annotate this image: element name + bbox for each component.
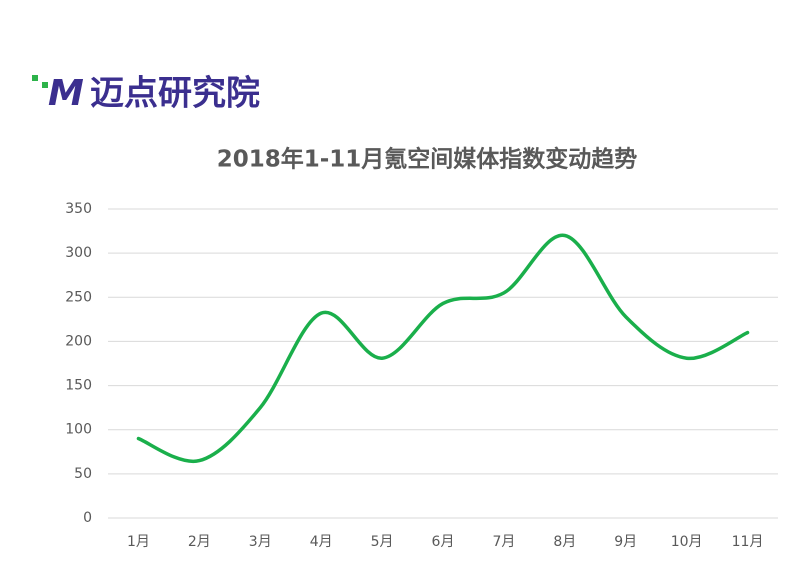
x-tick-label: 1月 <box>127 534 150 550</box>
logo-dot <box>32 75 38 81</box>
x-tick-label: 7月 <box>492 534 515 550</box>
x-tick-label: 5月 <box>371 534 394 550</box>
y-tick-label: 350 <box>65 201 92 217</box>
y-tick-label: 250 <box>65 289 92 305</box>
x-tick-label: 2月 <box>188 534 211 550</box>
x-tick-label: 3月 <box>249 534 272 550</box>
chart-title: 2018年1-11月氪空间媒体指数变动趋势 <box>217 146 638 173</box>
y-tick-label: 0 <box>83 510 92 526</box>
y-tick-label: 150 <box>65 378 92 394</box>
x-tick-label: 9月 <box>614 534 637 550</box>
x-tick-label: 10月 <box>671 534 703 550</box>
y-tick-label: 50 <box>74 466 92 482</box>
logo: M 迈点研究院 <box>32 73 260 114</box>
logo-mark: M <box>48 73 84 114</box>
logo-text: 迈点研究院 <box>90 74 260 114</box>
line <box>136 233 750 464</box>
y-tick-label: 100 <box>65 422 92 438</box>
x-tick-label: 6月 <box>432 534 455 550</box>
x-tick-label: 11月 <box>732 534 764 550</box>
y-tick-label: 300 <box>65 245 92 261</box>
x-tick-label: 4月 <box>310 534 333 550</box>
logo-dot <box>42 82 48 88</box>
y-tick-label: 200 <box>65 333 92 349</box>
x-tick-label: 8月 <box>553 534 576 550</box>
